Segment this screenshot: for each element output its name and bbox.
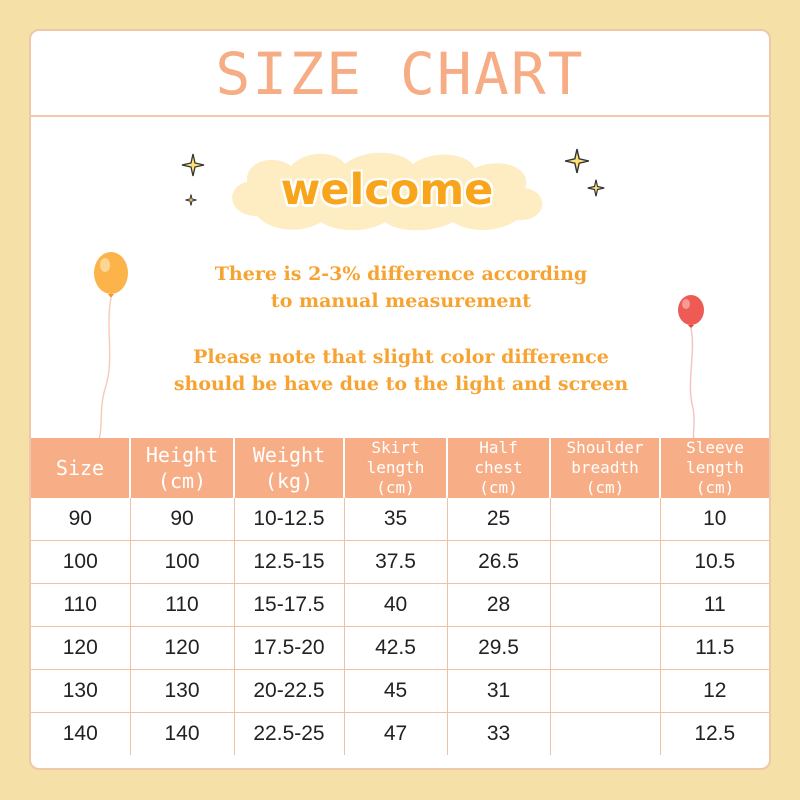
cell-height: 110 <box>130 583 235 627</box>
cell-half-chest: 26.5 <box>447 540 551 584</box>
table-row: 90 90 10-12.5 35 25 10 <box>31 498 769 541</box>
cell-sleeve-length: 11 <box>660 583 769 627</box>
cell-half-chest: 29.5 <box>447 626 551 670</box>
cloud-shape <box>232 152 543 231</box>
cell-shoulder-breadth <box>550 669 661 713</box>
cell-skirt-length: 40 <box>344 583 448 627</box>
note-line: should be have due to the light and scre… <box>173 373 629 395</box>
cell-size: 140 <box>31 712 131 755</box>
sparkle-star-icon <box>181 153 205 177</box>
cell-height: 90 <box>130 498 235 541</box>
cell-sleeve-length: 10 <box>660 498 769 541</box>
cell-half-chest: 33 <box>447 712 551 755</box>
cell-weight: 20-22.5 <box>234 669 345 713</box>
note-line: to manual measurement <box>270 290 532 312</box>
cell-size: 110 <box>31 583 131 627</box>
cell-skirt-length: 45 <box>344 669 448 713</box>
cell-size: 90 <box>31 498 131 541</box>
table-row: 130 130 20-22.5 45 31 12 <box>31 669 769 713</box>
cell-size: 130 <box>31 669 131 713</box>
cell-half-chest: 28 <box>447 583 551 627</box>
cell-weight: 15-17.5 <box>234 583 345 627</box>
cell-weight: 17.5-20 <box>234 626 345 670</box>
welcome-heading: welcome <box>280 165 494 215</box>
table-row: 120 120 17.5-20 42.5 29.5 11.5 <box>31 626 769 670</box>
sparkle-star-icon <box>564 148 590 174</box>
cell-sleeve-length: 11.5 <box>660 626 769 670</box>
cell-skirt-length: 37.5 <box>344 540 448 584</box>
size-chart-card: SIZE CHART welcome There is 2-3% differe… <box>29 29 771 770</box>
red-balloon-icon <box>678 295 704 442</box>
cell-shoulder-breadth <box>550 583 661 627</box>
sparkle-star-icon <box>185 194 197 206</box>
column-header-sleeve-length: Sleeve length (cm) <box>660 438 769 498</box>
cell-sleeve-length: 10.5 <box>660 540 769 584</box>
cell-size: 100 <box>31 540 131 584</box>
cell-shoulder-breadth <box>550 540 661 584</box>
size-table: Size Height (cm) Weight (kg) Skirt lengt… <box>31 438 769 755</box>
title-divider <box>31 115 769 117</box>
column-header-shoulder-breadth: Shoulder breadth (cm) <box>550 438 661 498</box>
table-row: 140 140 22.5-25 47 33 12.5 <box>31 712 769 755</box>
cell-shoulder-breadth <box>550 498 661 541</box>
page-title: SIZE CHART <box>215 40 585 108</box>
cell-weight: 12.5-15 <box>234 540 345 584</box>
column-header-size: Size <box>31 438 131 498</box>
cell-skirt-length: 47 <box>344 712 448 755</box>
table-header-row: Size Height (cm) Weight (kg) Skirt lengt… <box>31 438 769 498</box>
table-row: 110 110 15-17.5 40 28 11 <box>31 583 769 627</box>
cell-weight: 10-12.5 <box>234 498 345 541</box>
cell-height: 130 <box>130 669 235 713</box>
color-note: Please note that slight color difference… <box>91 344 711 398</box>
column-header-skirt-length: Skirt length (cm) <box>344 438 448 498</box>
cell-skirt-length: 35 <box>344 498 448 541</box>
cell-shoulder-breadth <box>550 712 661 755</box>
table-row: 100 100 12.5-15 37.5 26.5 10.5 <box>31 540 769 584</box>
cell-weight: 22.5-25 <box>234 712 345 755</box>
cell-height: 100 <box>130 540 235 584</box>
cell-size: 120 <box>31 626 131 670</box>
cell-sleeve-length: 12.5 <box>694 722 736 745</box>
sparkle-star-icon <box>587 179 605 197</box>
cell-half-chest: 31 <box>447 669 551 713</box>
column-header-height: Height (cm) <box>130 438 235 498</box>
column-header-weight: Weight (kg) <box>234 438 345 498</box>
orange-balloon-icon <box>94 252 128 440</box>
cell-shoulder-breadth <box>550 626 661 670</box>
column-header-half-chest: Half chest (cm) <box>447 438 551 498</box>
cell-sleeve-length: 12 <box>660 669 769 713</box>
note-line: There is 2-3% difference according <box>214 263 588 285</box>
cell-height: 120 <box>130 626 235 670</box>
measurement-note: There is 2-3% difference according to ma… <box>91 261 711 315</box>
cell-half-chest: 25 <box>447 498 551 541</box>
cell-skirt-length: 42.5 <box>344 626 448 670</box>
cell-height: 140 <box>130 712 235 755</box>
note-line: Please note that slight color difference <box>193 346 609 368</box>
